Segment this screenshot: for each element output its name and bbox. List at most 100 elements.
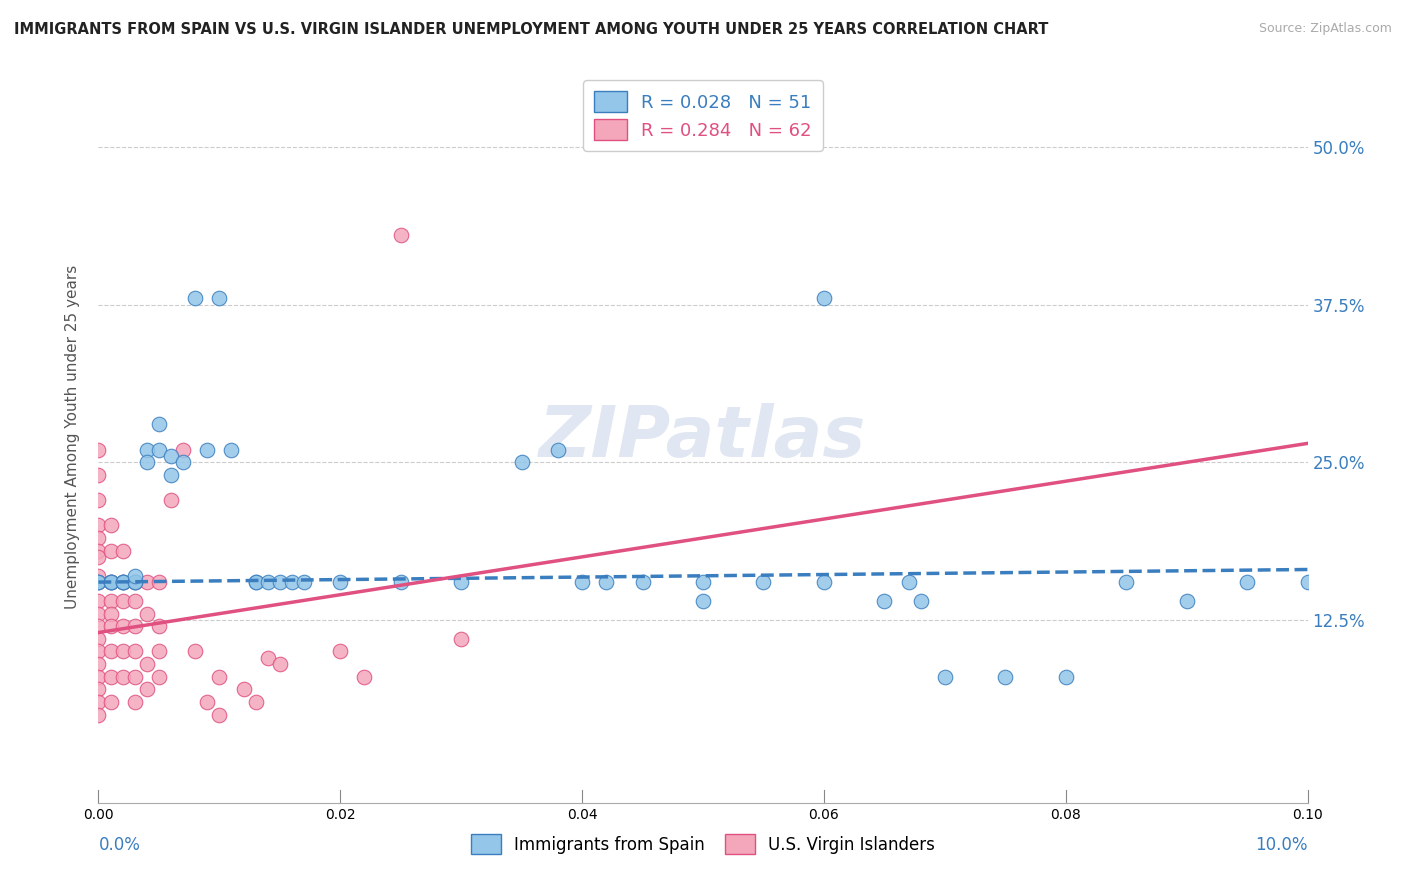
Point (100, 644, 122, 658)
Point (124, 569, 146, 583)
Point (389, 575, 412, 590)
Point (1236, 575, 1258, 590)
Point (111, 619, 134, 633)
Point (148, 575, 170, 590)
Point (135, 682, 157, 697)
Point (111, 575, 134, 590)
Point (1115, 575, 1137, 590)
Point (87, 619, 110, 633)
Point (135, 607, 157, 621)
Point (571, 575, 593, 590)
Point (148, 417, 170, 432)
Point (389, 228, 412, 243)
Point (450, 575, 472, 590)
Point (87, 575, 110, 590)
Point (232, 682, 254, 697)
Point (450, 632, 472, 646)
Point (87, 695, 110, 709)
Point (160, 493, 183, 508)
Point (87, 518, 110, 533)
Point (124, 594, 146, 608)
Point (329, 644, 352, 658)
Point (87, 575, 110, 590)
Point (245, 575, 267, 590)
Point (208, 707, 231, 722)
Point (135, 657, 157, 671)
Legend: Immigrants from Spain, U.S. Virgin Islanders: Immigrants from Spain, U.S. Virgin Islan… (464, 828, 942, 860)
Point (111, 575, 134, 590)
Point (87, 707, 110, 722)
Point (100, 575, 122, 590)
Point (124, 619, 146, 633)
Point (1296, 575, 1319, 590)
Point (100, 575, 122, 590)
Point (329, 575, 352, 590)
Point (160, 467, 183, 482)
Point (100, 695, 122, 709)
Point (87, 607, 110, 621)
Point (100, 607, 122, 621)
Point (100, 594, 122, 608)
Point (1175, 594, 1198, 608)
Point (692, 575, 714, 590)
Point (910, 594, 932, 608)
Point (135, 455, 157, 469)
Point (87, 594, 110, 608)
Point (813, 291, 835, 305)
Point (813, 575, 835, 590)
Point (269, 657, 291, 671)
Point (87, 644, 110, 658)
Point (221, 442, 243, 457)
Point (100, 575, 122, 590)
Point (292, 575, 315, 590)
Point (124, 575, 146, 590)
Point (595, 575, 617, 590)
Point (172, 442, 194, 457)
Point (100, 543, 122, 558)
Point (87, 569, 110, 583)
Point (124, 695, 146, 709)
Point (87, 442, 110, 457)
Point (752, 575, 775, 590)
Point (184, 644, 207, 658)
Point (184, 291, 207, 305)
Point (111, 575, 134, 590)
Point (934, 670, 956, 684)
Point (87, 549, 110, 564)
Point (873, 594, 896, 608)
Point (135, 575, 157, 590)
Point (124, 575, 146, 590)
Point (245, 575, 267, 590)
Point (631, 575, 654, 590)
Point (172, 455, 194, 469)
Point (692, 594, 714, 608)
Point (111, 594, 134, 608)
Point (87, 575, 110, 590)
Point (994, 670, 1017, 684)
Point (148, 644, 170, 658)
Point (100, 619, 122, 633)
Point (510, 455, 533, 469)
Text: 0.0%: 0.0% (98, 836, 141, 854)
Text: Source: ZipAtlas.com: Source: ZipAtlas.com (1258, 22, 1392, 36)
Point (100, 575, 122, 590)
Point (111, 670, 134, 684)
Point (87, 682, 110, 697)
Point (100, 518, 122, 533)
Text: IMMIGRANTS FROM SPAIN VS U.S. VIRGIN ISLANDER UNEMPLOYMENT AMONG YOUTH UNDER 25 : IMMIGRANTS FROM SPAIN VS U.S. VIRGIN ISL… (14, 22, 1049, 37)
Text: 10.0%: 10.0% (1256, 836, 1308, 854)
Point (87, 531, 110, 545)
Point (111, 644, 134, 658)
Text: ZIPatlas: ZIPatlas (540, 402, 866, 472)
Point (148, 619, 170, 633)
Point (100, 670, 122, 684)
Point (208, 670, 231, 684)
Point (195, 695, 218, 709)
Point (897, 575, 920, 590)
Point (124, 644, 146, 658)
Y-axis label: Unemployment Among Youth under 25 years: Unemployment Among Youth under 25 years (65, 265, 80, 609)
Point (547, 442, 569, 457)
Point (256, 575, 278, 590)
Point (87, 467, 110, 482)
Point (148, 670, 170, 684)
